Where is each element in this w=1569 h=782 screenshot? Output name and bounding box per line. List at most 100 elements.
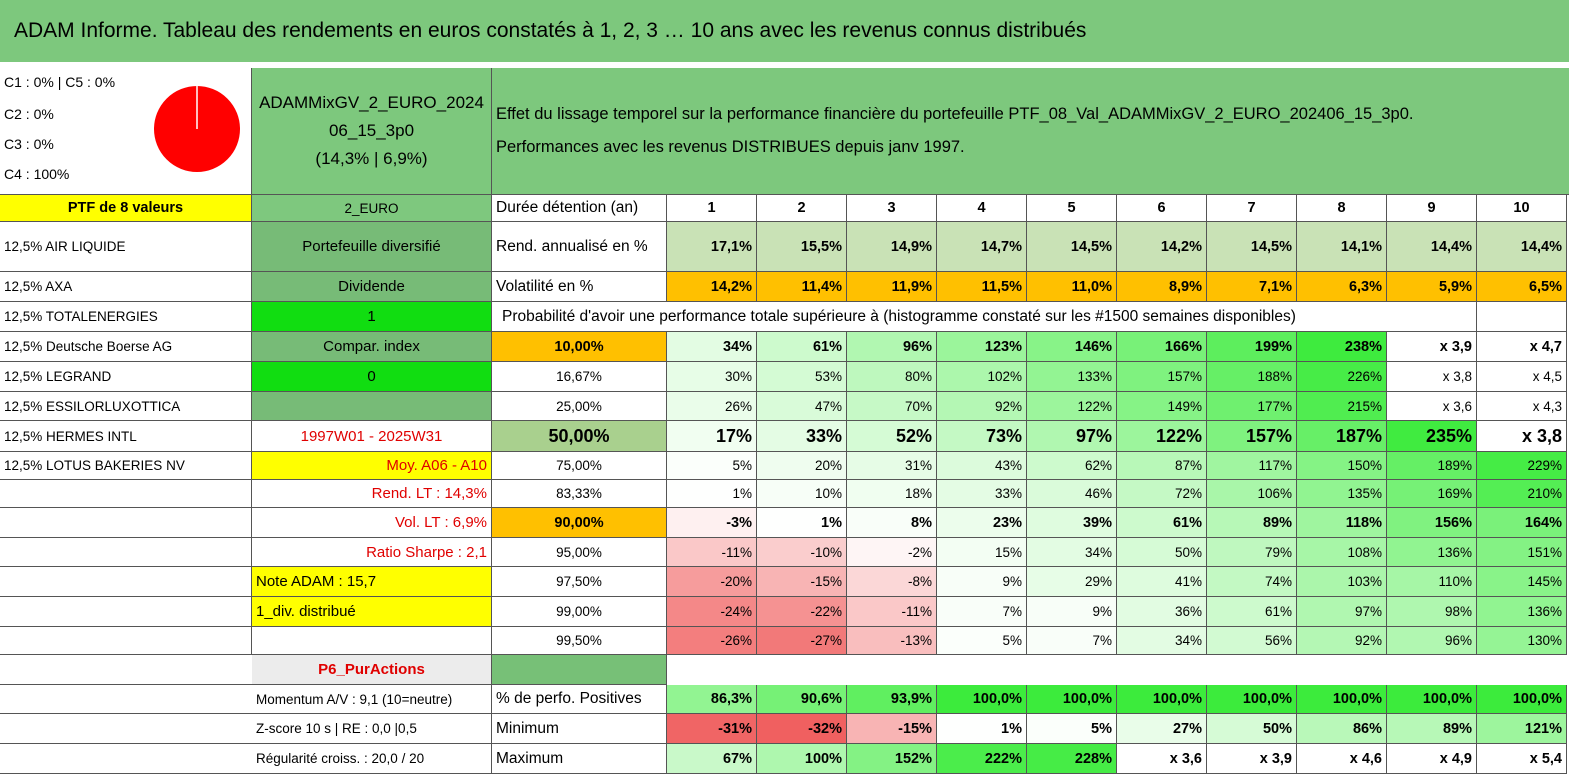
value-cell: 14,1% — [1297, 222, 1387, 272]
value-cell: 117% — [1207, 452, 1297, 480]
value-cell: x 4,9 — [1387, 744, 1477, 774]
value-cell: 86% — [1297, 714, 1387, 744]
row-label: 16,67% — [492, 362, 667, 392]
value-cell: 2 — [757, 195, 847, 222]
value-cell: 7% — [937, 597, 1027, 627]
value-cell: 5% — [1027, 714, 1117, 744]
holding — [0, 567, 252, 597]
side-info: Momentum A/V : 9,1 (10=neutre) — [252, 685, 492, 714]
value-cell: 31% — [847, 452, 937, 480]
side-info — [252, 627, 492, 655]
value-cell: 177% — [1207, 392, 1297, 421]
title: ADAM Informe. Tableau des rendements en … — [0, 0, 1569, 62]
holding — [0, 538, 252, 567]
portfolio-stats: (14,3% | 6,9%) — [315, 149, 428, 168]
value-cell: 1% — [937, 714, 1027, 744]
side-info: 2_EURO — [252, 195, 492, 222]
value-cell: x 4,6 — [1297, 744, 1387, 774]
value-cell: x 3,6 — [1387, 392, 1477, 421]
value-cell: -15% — [757, 567, 847, 597]
value-cell: 6,5% — [1477, 272, 1567, 302]
value-cell: 1% — [667, 480, 757, 508]
value-cell: -2% — [847, 538, 937, 567]
value-cell: -11% — [667, 538, 757, 567]
value-cell: 100,0% — [1387, 685, 1477, 714]
value-cell: 228% — [1027, 744, 1117, 774]
value-cell: 103% — [1297, 567, 1387, 597]
value-cell: 149% — [1117, 392, 1207, 421]
value-cell: 11,5% — [937, 272, 1027, 302]
value-cell: 43% — [937, 452, 1027, 480]
value-cell: 199% — [1207, 332, 1297, 362]
value-cell: 151% — [1477, 538, 1567, 567]
value-cell: 10% — [757, 480, 847, 508]
value-cell: 5% — [937, 627, 1027, 655]
value-cell: 100,0% — [1207, 685, 1297, 714]
value-cell: 102% — [937, 362, 1027, 392]
holding: 12,5% HERMES INTL — [0, 421, 252, 452]
value-cell: 100,0% — [937, 685, 1027, 714]
value-cell: 150% — [1297, 452, 1387, 480]
value-cell: 27% — [1117, 714, 1207, 744]
value-cell: 235% — [1387, 421, 1477, 452]
value-cell: 11,0% — [1027, 272, 1117, 302]
holding — [0, 685, 252, 714]
value-cell: 90,6% — [757, 685, 847, 714]
value-cell: 9% — [937, 567, 1027, 597]
value-cell: 56% — [1207, 627, 1297, 655]
holding — [0, 627, 252, 655]
value-cell: 229% — [1477, 452, 1567, 480]
portfolio-header: ADAMMixGV_2_EURO_202406_15_3p0 (14,3% | … — [252, 68, 492, 195]
value-cell: 133% — [1027, 362, 1117, 392]
value-cell: 7,1% — [1207, 272, 1297, 302]
value-cell: 1 — [667, 195, 757, 222]
value-cell: 61% — [757, 332, 847, 362]
value-cell: 8 — [1297, 195, 1387, 222]
value-cell: -20% — [667, 567, 757, 597]
value-cell: 17% — [667, 421, 757, 452]
value-cell: -27% — [757, 627, 847, 655]
holding — [0, 714, 252, 744]
value-cell: 8,9% — [1117, 272, 1207, 302]
value-cell: 8% — [847, 508, 937, 538]
value-cell: 50% — [1117, 538, 1207, 567]
side-info: 1_div. distribué — [252, 597, 492, 627]
side-info: 0 — [252, 362, 492, 392]
value-cell: 100% — [757, 744, 847, 774]
row-label: 90,00% — [492, 508, 667, 538]
description-line: Performances avec les revenus DISTRIBUES… — [496, 138, 965, 156]
value-cell: 14,4% — [1477, 222, 1567, 272]
value-cell: 50% — [1207, 714, 1297, 744]
value-cell: 9 — [1387, 195, 1477, 222]
value-cell: 3 — [847, 195, 937, 222]
value-cell: 118% — [1297, 508, 1387, 538]
holding: 12,5% AXA — [0, 272, 252, 302]
value-cell: 14,4% — [1387, 222, 1477, 272]
row-label: 97,50% — [492, 567, 667, 597]
value-cell: 70% — [847, 392, 937, 421]
value-cell: -11% — [847, 597, 937, 627]
value-cell: 92% — [937, 392, 1027, 421]
side-info: 1997W01 - 2025W31 — [252, 421, 492, 452]
value-cell: 156% — [1387, 508, 1477, 538]
value-cell: 189% — [1387, 452, 1477, 480]
row-label: 75,00% — [492, 452, 667, 480]
value-cell: 169% — [1387, 480, 1477, 508]
holding: 12,5% Deutsche Boerse AG — [0, 332, 252, 362]
row-label: 95,00% — [492, 538, 667, 567]
value-cell: -32% — [757, 714, 847, 744]
value-cell: 188% — [1207, 362, 1297, 392]
value-cell: x 3,9 — [1387, 332, 1477, 362]
value-cell: 61% — [1207, 597, 1297, 627]
value-cell: 41% — [1117, 567, 1207, 597]
value-cell: 39% — [1027, 508, 1117, 538]
value-cell: 79% — [1207, 538, 1297, 567]
row-label: Rend. annualisé en % — [492, 222, 667, 272]
value-cell: x 5,4 — [1477, 744, 1567, 774]
value-cell: 145% — [1477, 567, 1567, 597]
value-cell: 14,5% — [1207, 222, 1297, 272]
allocation-pie — [152, 84, 242, 174]
value-cell: 89% — [1207, 508, 1297, 538]
value-cell: 210% — [1477, 480, 1567, 508]
value-cell: 9% — [1027, 597, 1117, 627]
